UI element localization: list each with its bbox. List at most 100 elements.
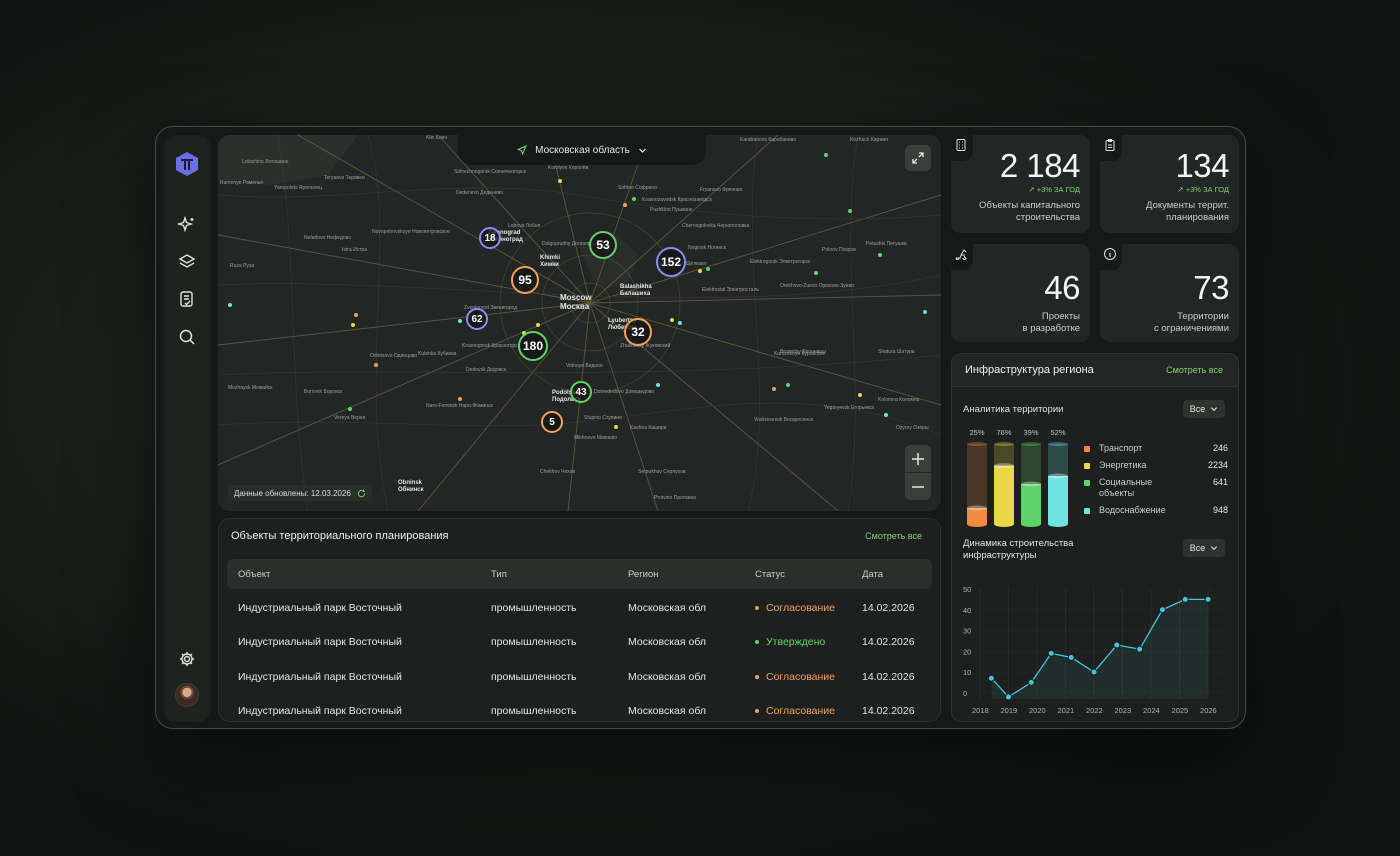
map-point[interactable] bbox=[458, 319, 462, 323]
search-icon[interactable] bbox=[177, 327, 197, 347]
map-point[interactable] bbox=[351, 323, 355, 327]
stat-card[interactable]: 73 Территории с ограничениями bbox=[1100, 244, 1239, 342]
map-point[interactable] bbox=[632, 197, 636, 201]
infrastructure-see-all-link[interactable]: Смотреть все bbox=[1166, 365, 1223, 375]
column-header[interactable]: Статус bbox=[755, 569, 786, 580]
map-cluster[interactable]: 180 bbox=[518, 331, 548, 361]
map-point[interactable] bbox=[678, 321, 682, 325]
table-row[interactable]: Индустриальный парк Восточный промышленно… bbox=[227, 595, 932, 629]
map-point[interactable] bbox=[228, 303, 232, 307]
data-point[interactable] bbox=[1027, 678, 1035, 686]
y-tick-label: 10 bbox=[963, 668, 971, 677]
data-point[interactable] bbox=[1181, 595, 1189, 603]
document-check-icon[interactable] bbox=[177, 289, 197, 309]
map-cluster[interactable]: 43 bbox=[570, 381, 592, 403]
app-logo[interactable] bbox=[174, 151, 200, 177]
place-label: Voskresensk Воскресенск bbox=[754, 417, 813, 423]
data-point[interactable] bbox=[1067, 653, 1075, 661]
column-header[interactable]: Тип bbox=[491, 569, 507, 580]
map-point[interactable] bbox=[706, 267, 710, 271]
map-point[interactable] bbox=[814, 271, 818, 275]
bar-3[interactable] bbox=[1021, 442, 1041, 530]
legend-swatch bbox=[1084, 446, 1090, 452]
map-point[interactable] bbox=[786, 383, 790, 387]
data-point[interactable] bbox=[1136, 645, 1144, 653]
refresh-icon[interactable] bbox=[357, 489, 366, 498]
layers-icon[interactable] bbox=[177, 252, 197, 272]
analytics-filter-dropdown[interactable]: Все bbox=[1183, 400, 1225, 418]
ai-sparkle-icon[interactable] bbox=[176, 215, 197, 235]
map-point[interactable] bbox=[458, 397, 462, 401]
map-point[interactable] bbox=[923, 310, 927, 314]
map-point[interactable] bbox=[536, 323, 540, 327]
table-see-all-link[interactable]: Смотреть все bbox=[865, 531, 922, 541]
user-avatar[interactable] bbox=[175, 683, 199, 707]
bar-1[interactable] bbox=[967, 442, 987, 530]
place-label: Pokrov Покров bbox=[822, 247, 856, 253]
data-point[interactable] bbox=[1005, 693, 1013, 701]
place-label: Solnechnogorsk Солнечногорск bbox=[454, 169, 526, 175]
stat-card[interactable]: 2 184 ↗ +3% ЗА ГОД Объекты капитального стр… bbox=[951, 135, 1090, 233]
map-point[interactable] bbox=[656, 383, 660, 387]
region-selector[interactable]: Московская область bbox=[458, 135, 706, 165]
map-point[interactable] bbox=[348, 407, 352, 411]
map-point[interactable] bbox=[354, 313, 358, 317]
table-row[interactable]: Индустриальный парк Восточный промышленно… bbox=[227, 664, 932, 698]
cell-object: Индустриальный парк Восточный bbox=[238, 670, 402, 683]
data-point[interactable] bbox=[1047, 649, 1055, 657]
legend-item[interactable]: Водоснабжение 948 bbox=[1084, 505, 1228, 519]
column-header[interactable]: Регион bbox=[628, 569, 659, 580]
map-cluster[interactable]: 18 bbox=[479, 227, 501, 249]
map-cluster[interactable]: 32 bbox=[624, 318, 652, 346]
legend-item[interactable]: Транспорт 246 bbox=[1084, 443, 1228, 457]
fullscreen-button[interactable] bbox=[905, 145, 931, 171]
map-cluster[interactable]: 53 bbox=[589, 231, 617, 259]
map-point[interactable] bbox=[878, 253, 882, 257]
map-point[interactable] bbox=[670, 318, 674, 322]
map-point[interactable] bbox=[772, 387, 776, 391]
table-row[interactable]: Индустриальный парк Восточный промышленно… bbox=[227, 629, 932, 663]
map-point[interactable] bbox=[858, 393, 862, 397]
bar-percent-label: 52% bbox=[1050, 428, 1066, 437]
column-header[interactable]: Объект bbox=[238, 569, 271, 580]
map-point[interactable] bbox=[884, 413, 888, 417]
settings-gear-icon[interactable] bbox=[177, 649, 197, 669]
expand-icon bbox=[912, 152, 924, 164]
table-row[interactable]: Индустриальный парк Восточный промышленно… bbox=[227, 698, 932, 721]
city-label: Obninsk Обнинск bbox=[398, 480, 424, 493]
map-cluster[interactable]: 62 bbox=[466, 308, 488, 330]
map-view[interactable]: Московская область Данные обновлены: 12.… bbox=[218, 135, 941, 511]
legend-item[interactable]: Энергетика 2234 bbox=[1084, 460, 1228, 474]
data-point[interactable] bbox=[1204, 595, 1212, 603]
map-point[interactable] bbox=[623, 203, 627, 207]
map-cluster[interactable]: 5 bbox=[541, 411, 563, 433]
map-point[interactable] bbox=[558, 179, 562, 183]
map-point[interactable] bbox=[698, 269, 702, 273]
zoom-in-button[interactable] bbox=[905, 445, 931, 472]
data-point[interactable] bbox=[987, 674, 995, 682]
status-dot bbox=[755, 606, 759, 610]
dynamics-filter-dropdown[interactable]: Все bbox=[1183, 539, 1225, 557]
map-point[interactable] bbox=[614, 425, 618, 429]
y-tick-label: 0 bbox=[963, 689, 967, 698]
map-cluster[interactable]: 95 bbox=[511, 266, 539, 294]
legend-item[interactable]: Социальные объекты 641 bbox=[1084, 477, 1228, 498]
data-point[interactable] bbox=[1090, 668, 1098, 676]
zoom-out-button[interactable] bbox=[905, 473, 931, 500]
column-header[interactable]: Дата bbox=[862, 569, 884, 580]
stat-card[interactable]: 134 ↗ +3% ЗА ГОД Документы террит. планиров… bbox=[1100, 135, 1239, 233]
map-point[interactable] bbox=[824, 153, 828, 157]
bar-2[interactable] bbox=[994, 442, 1014, 530]
stat-card[interactable]: 46 Проекты в разработке bbox=[951, 244, 1090, 342]
place-label: Chernogolovka Черноголовка bbox=[682, 223, 750, 229]
bar-4[interactable] bbox=[1048, 442, 1068, 530]
legend-label: Транспорт bbox=[1099, 443, 1143, 453]
data-point[interactable] bbox=[1113, 641, 1121, 649]
map-point[interactable] bbox=[374, 363, 378, 367]
map-point[interactable] bbox=[848, 209, 852, 213]
legend-label: Энергетика bbox=[1099, 460, 1147, 470]
data-point[interactable] bbox=[1158, 606, 1166, 614]
map-cluster[interactable]: 152 bbox=[656, 247, 686, 277]
place-label: Istra Истра bbox=[342, 247, 368, 253]
cell-type: промышленность bbox=[491, 704, 577, 717]
